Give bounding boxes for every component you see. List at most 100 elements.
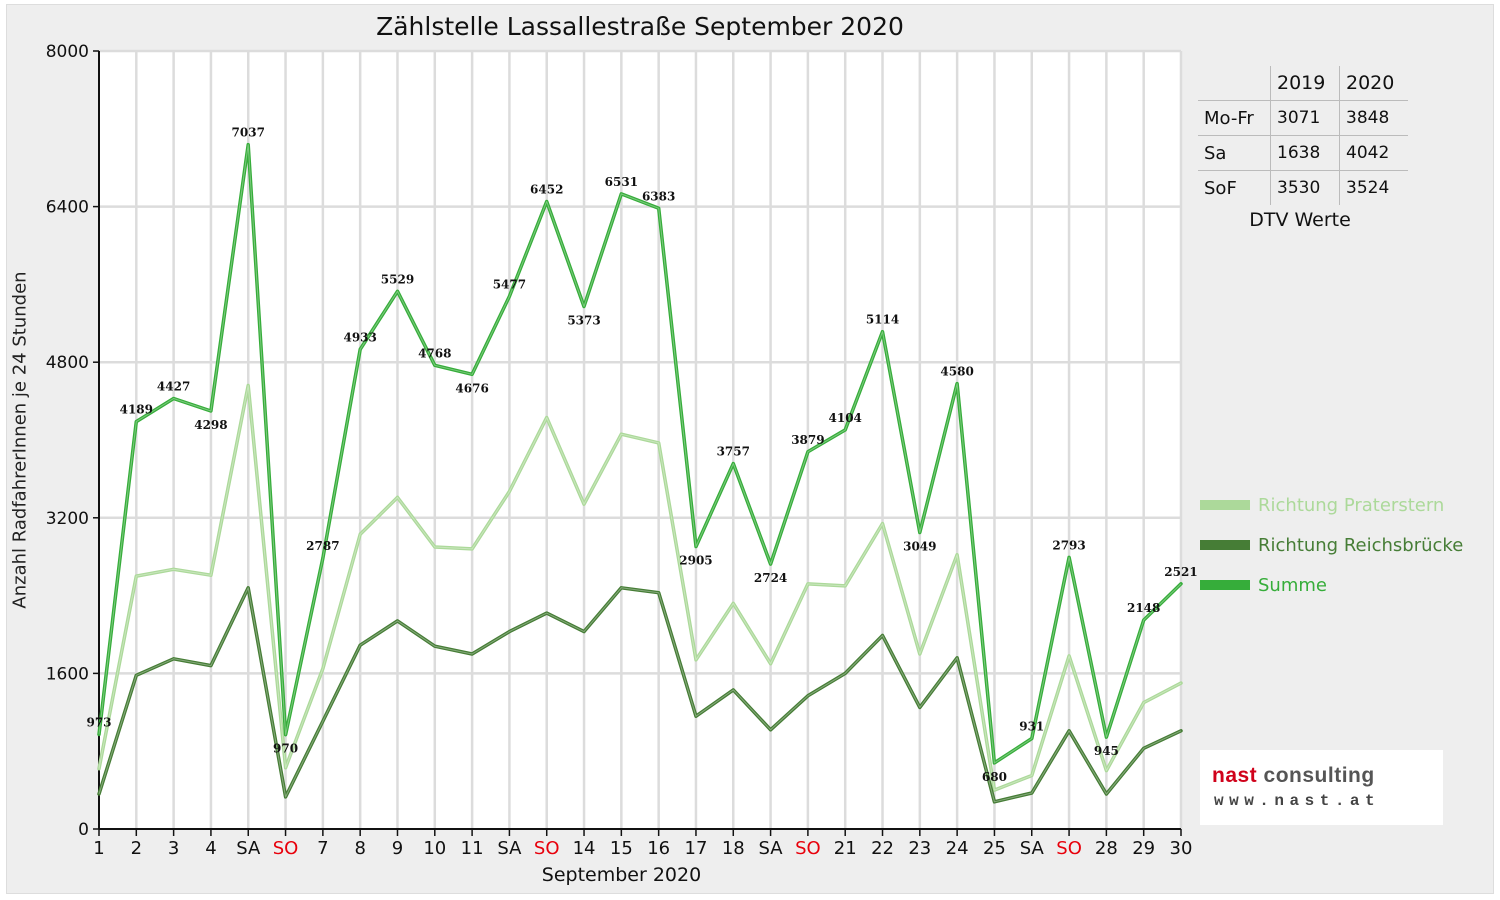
y-tick-label: 1600	[46, 664, 89, 684]
series-line	[97, 383, 1183, 792]
y-tick-label: 8000	[46, 42, 89, 62]
x-tick-label: 9	[392, 838, 403, 859]
dtv-row-label: Sa	[1198, 135, 1271, 171]
x-tick-label: 2	[131, 838, 142, 859]
dtv-caption: DTV Werte	[1249, 209, 1351, 231]
x-tick-label: SA	[759, 838, 784, 859]
x-tick-label: 10	[423, 838, 446, 859]
logo-name-suffix: consulting	[1257, 764, 1375, 787]
x-tick-label: 3	[168, 838, 179, 859]
data-label: 3879	[791, 433, 824, 447]
data-label: 945	[1094, 744, 1119, 758]
dtv-cell-2019: 3530	[1270, 170, 1340, 205]
data-label: 3049	[903, 539, 936, 553]
legend-item-reichsbruecke: Richtung Reichsbrücke	[1200, 534, 1463, 556]
legend-item-summe: Summe	[1200, 574, 1327, 596]
series-line	[97, 142, 1183, 765]
x-tick-label: SA	[497, 838, 522, 859]
x-tick-label: 1	[93, 838, 104, 859]
x-tick-label: SO	[795, 838, 821, 859]
x-tick-label: SA	[236, 838, 261, 859]
data-label: 680	[982, 770, 1007, 784]
dtv-row-label: Mo-Fr	[1198, 100, 1271, 136]
x-tick-label: 30	[1170, 838, 1193, 859]
x-tick-label: 17	[685, 838, 708, 859]
data-label: 973	[86, 715, 111, 729]
series-line-highlight	[98, 587, 1182, 803]
x-axis-label: September 2020	[541, 864, 702, 886]
x-tick-label: SA	[1020, 838, 1045, 859]
data-label: 2787	[306, 539, 339, 553]
x-tick-label: 18	[722, 838, 745, 859]
y-tick-label: 3200	[46, 509, 89, 529]
x-tick-label: 16	[647, 838, 670, 859]
company-logo: nast consulting www.nast.at	[1200, 750, 1443, 825]
data-label: 2793	[1052, 538, 1085, 552]
dtv-row-label: SoF	[1198, 170, 1271, 205]
x-tick-label: 15	[610, 838, 633, 859]
x-tick-label: 29	[1132, 838, 1155, 859]
data-label: 2148	[1127, 601, 1160, 615]
dtv-cell-2019: 1638	[1270, 135, 1340, 171]
data-label: 2521	[1164, 565, 1197, 579]
x-tick-label: 22	[871, 838, 894, 859]
dtv-row-sof: SoF 3530 3524	[1198, 170, 1408, 205]
x-tick-label: 28	[1095, 838, 1118, 859]
x-tick-label: 25	[983, 838, 1006, 859]
data-label: 931	[1019, 719, 1044, 733]
series-line-highlight	[98, 144, 1182, 764]
logo-name-prefix: nast	[1212, 764, 1258, 787]
x-tick-label: 14	[573, 838, 596, 859]
logo-url: www.nast.at	[1214, 792, 1381, 810]
legend-item-praterstern: Richtung Praterstern	[1200, 494, 1444, 516]
y-tick-label: 4800	[46, 353, 89, 373]
dtv-cell-2020: 3524	[1346, 178, 1390, 198]
x-tick-label: SO	[273, 838, 299, 859]
x-tick-label: 24	[946, 838, 969, 859]
dtv-cell-2019: 3071	[1270, 100, 1340, 136]
x-tick-label: 8	[354, 838, 365, 859]
data-label: 3757	[717, 445, 750, 459]
data-label: 2905	[679, 553, 712, 567]
data-label: 4933	[343, 330, 376, 344]
logo-name: nast consulting	[1212, 764, 1375, 788]
data-label: 4189	[120, 403, 153, 417]
data-label: 4676	[455, 381, 488, 395]
legend-label: Summe	[1258, 574, 1327, 596]
legend-swatch	[1200, 500, 1250, 510]
y-tick-label: 6400	[46, 198, 89, 218]
data-label: 6531	[605, 175, 638, 189]
x-tick-label: SO	[534, 838, 560, 859]
y-tick-label: 0	[78, 820, 89, 840]
y-axis-label: Anzahl RadfahrerInnen je 24 Stunden	[9, 271, 31, 609]
legend-label: Richtung Reichsbrücke	[1258, 534, 1464, 556]
data-label: 2724	[754, 571, 787, 585]
x-tick-label: 23	[908, 838, 931, 859]
dtv-header-empty	[1198, 66, 1271, 101]
dtv-row-sa: Sa 1638 4042	[1198, 135, 1408, 171]
data-label: 5114	[866, 313, 899, 327]
dtv-row-mofr: Mo-Fr 3071 3848	[1198, 100, 1408, 136]
x-tick-label: 7	[317, 838, 328, 859]
dtv-header-2020: 2020	[1339, 66, 1408, 101]
data-label: 4580	[940, 365, 973, 379]
legend-swatch	[1200, 580, 1250, 590]
data-label: 4298	[194, 418, 227, 432]
x-tick-label: 21	[834, 838, 857, 859]
data-label: 5373	[567, 313, 600, 327]
legend-swatch	[1200, 540, 1250, 550]
dtv-table: 2019 2020 Mo-Fr 3071 3848 Sa 1638 4042 S…	[1198, 66, 1408, 205]
legend-label: Richtung Praterstern	[1258, 494, 1445, 516]
data-label: 970	[273, 742, 298, 756]
dtv-cell-2020: 3848	[1339, 100, 1408, 136]
data-label: 4768	[418, 346, 451, 360]
data-label: 4104	[829, 411, 862, 425]
data-label: 4427	[157, 379, 190, 393]
x-tick-label: 11	[461, 838, 484, 859]
data-label: 5529	[381, 272, 414, 286]
x-tick-label: 4	[205, 838, 216, 859]
data-label: 7037	[232, 126, 265, 140]
data-label: 5477	[493, 277, 526, 291]
data-label: 6452	[530, 183, 563, 197]
